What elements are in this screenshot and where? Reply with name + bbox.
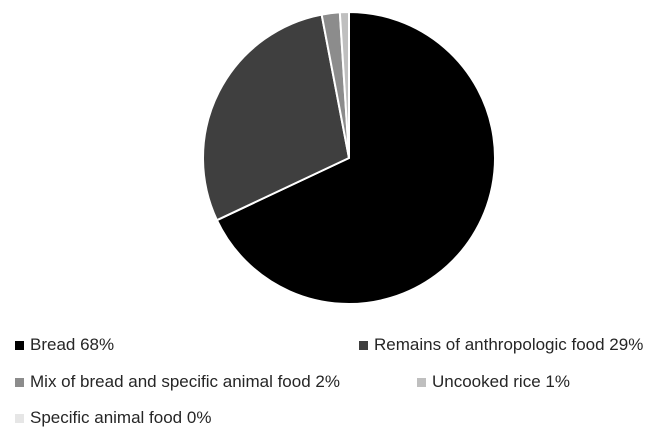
- pie-slice-uncooked-rice: [338, 11, 350, 159]
- chart-legend: Bread 68% Remains of anthropologic food …: [15, 335, 643, 427]
- pie-slices: [202, 11, 496, 305]
- legend-item-remains-of-anthropologic-food: Remains of anthropologic food 29%: [359, 335, 643, 354]
- legend-swatch-mix-of-bread-and-specific-animal-food: [15, 378, 24, 387]
- legend-item-specific-animal-food: Specific animal food 0%: [15, 408, 211, 427]
- legend-label-uncooked-rice: Uncooked rice 1%: [432, 372, 570, 391]
- pie-slice-bread: [215, 11, 496, 305]
- legend-label-bread: Bread 68%: [30, 335, 114, 354]
- legend-item-bread: Bread 68%: [15, 335, 114, 354]
- legend-swatch-bread: [15, 341, 24, 350]
- legend-item-uncooked-rice: Uncooked rice 1%: [417, 372, 570, 391]
- legend-label-mix-of-bread-and-specific-animal-food: Mix of bread and specific animal food 2%: [30, 372, 340, 391]
- legend-label-remains-of-anthropologic-food: Remains of anthropologic food 29%: [374, 335, 643, 354]
- legend-label-specific-animal-food: Specific animal food 0%: [30, 408, 211, 427]
- legend-swatch-specific-animal-food: [15, 414, 24, 423]
- legend-swatch-remains-of-anthropologic-food: [359, 341, 368, 350]
- pie-slice-remains-of-anthropologic-food: [202, 13, 350, 222]
- legend-swatch-uncooked-rice: [417, 378, 426, 387]
- legend-item-mix-of-bread-and-specific-animal-food: Mix of bread and specific animal food 2%: [15, 372, 340, 391]
